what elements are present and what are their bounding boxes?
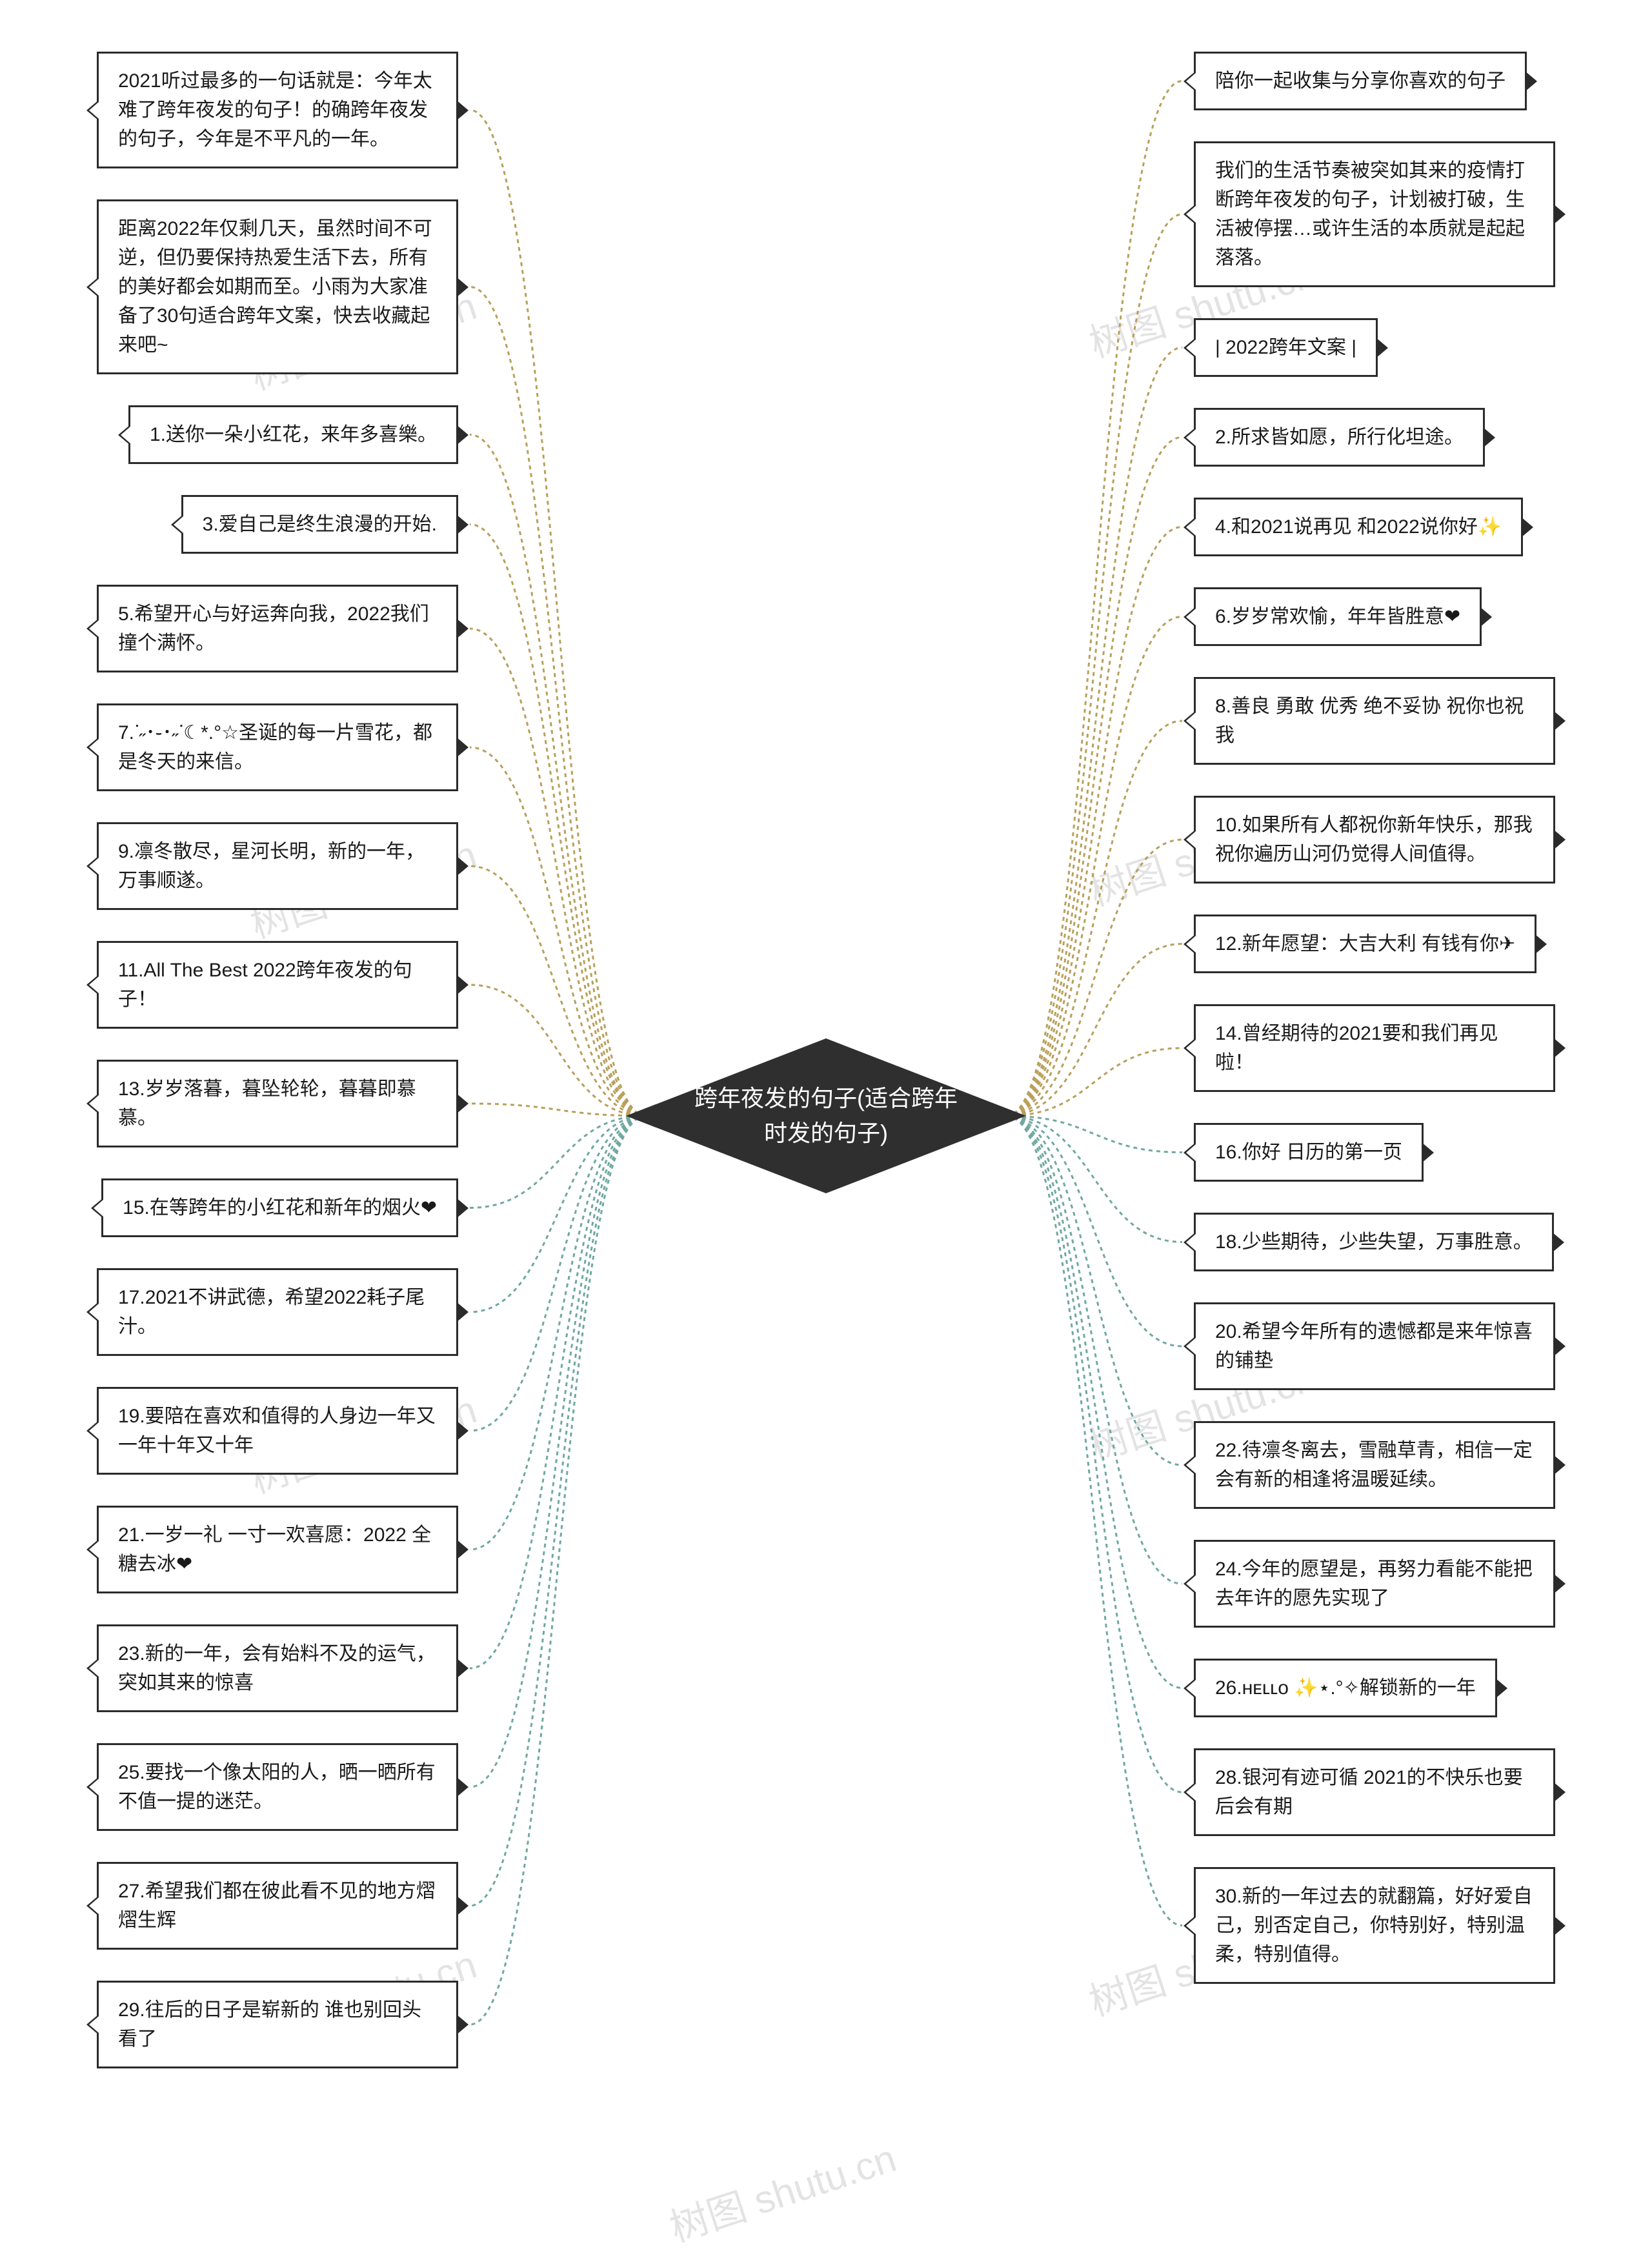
leaf-text: 19.要陪在喜欢和值得的人身边一年又一年十年又十年 [118, 1402, 437, 1460]
leaf-text: 16.你好 日历的第一页 [1215, 1138, 1402, 1167]
leaf-text: 26.ʜᴇʟʟᴏ ✨⋆.°✧解锁新的一年 [1215, 1673, 1476, 1702]
leaf-text: 28.银河有迹可循 2021的不快乐也要后会有期 [1215, 1763, 1534, 1821]
right-leaf-1: 我们的生活节奏被突如其来的疫情打断跨年夜发的句子，计划被打破，生活被停摆…或许生… [1194, 141, 1555, 287]
right-leaf-9: 14.曾经期待的2021要和我们再见啦！ [1194, 1004, 1555, 1092]
left-leaf-1: 距离2022年仅剩几天，虽然时间不可逆，但仍要保持热爱生活下去，所有的美好都会如… [97, 199, 458, 374]
left-leaf-5: 7.ᐝ˶･֊･˶ᐝ☾*.°☆圣诞的每一片雪花，都是冬天的来信。 [97, 703, 458, 791]
right-leaf-5: 6.岁岁常欢愉，年年皆胜意❤ [1194, 587, 1482, 646]
right-leaf-4: 4.和2021说再见 和2022说你好✨ [1194, 498, 1523, 556]
left-leaf-9: 15.在等跨年的小红花和新年的烟火❤ [101, 1178, 458, 1237]
right-leaf-2: | 2022跨年文案 | [1194, 318, 1378, 377]
leaf-text: 13.岁岁落暮，暮坠轮轮，暮暮即慕慕。 [118, 1075, 437, 1133]
left-branch: 2021听过最多的一句话就是：今年太难了跨年夜发的句子！的确跨年夜发的句子，今年… [84, 52, 458, 2068]
right-leaf-10: 16.你好 日历的第一页 [1194, 1123, 1424, 1182]
leaf-text: 29.往后的日子是崭新的 谁也别回头看了 [118, 1995, 437, 2054]
leaf-text: 21.一岁一礼 一寸一欢喜愿：2022 全糖去冰❤ [118, 1521, 437, 1579]
leaf-text: 8.善良 勇敢 优秀 绝不妥协 祝你也祝我 [1215, 692, 1534, 750]
leaf-text: 25.要找一个像太阳的人，晒一晒所有不值一提的迷茫。 [118, 1758, 437, 1816]
right-leaf-12: 20.希望今年所有的遗憾都是来年惊喜的铺垫 [1194, 1302, 1555, 1390]
leaf-text: 7.ᐝ˶･֊･˶ᐝ☾*.°☆圣诞的每一片雪花，都是冬天的来信。 [118, 718, 437, 776]
left-leaf-11: 19.要陪在喜欢和值得的人身边一年又一年十年又十年 [97, 1387, 458, 1475]
leaf-text: 18.少些期待，少些失望，万事胜意。 [1215, 1228, 1533, 1257]
center-title: 跨年夜发的句子(适合跨年时发的句子) [626, 1081, 1026, 1151]
left-leaf-0: 2021听过最多的一句话就是：今年太难了跨年夜发的句子！的确跨年夜发的句子，今年… [97, 52, 458, 168]
right-leaf-14: 24.今年的愿望是，再努力看能不能把去年许的愿先实现了 [1194, 1540, 1555, 1628]
leaf-text: 我们的生活节奏被突如其来的疫情打断跨年夜发的句子，计划被打破，生活被停摆…或许生… [1215, 156, 1534, 272]
right-leaf-7: 10.如果所有人都祝你新年快乐，那我祝你遍历山河仍觉得人间值得。 [1194, 796, 1555, 884]
left-leaf-16: 29.往后的日子是崭新的 谁也别回头看了 [97, 1981, 458, 2068]
right-leaf-0: 陪你一起收集与分享你喜欢的句子 [1194, 52, 1527, 110]
leaf-text: 23.新的一年，会有始料不及的运气，突如其来的惊喜 [118, 1639, 437, 1697]
leaf-text: 22.待凛冬离去，雪融草青，相信一定会有新的相逢将温暖延续。 [1215, 1436, 1534, 1494]
right-leaf-13: 22.待凛冬离去，雪融草青，相信一定会有新的相逢将温暖延续。 [1194, 1421, 1555, 1509]
leaf-text: 5.希望开心与好运奔向我，2022我们撞个满怀。 [118, 600, 437, 658]
leaf-text: 陪你一起收集与分享你喜欢的句子 [1215, 66, 1506, 96]
leaf-text: 2021听过最多的一句话就是：今年太难了跨年夜发的句子！的确跨年夜发的句子，今年… [118, 66, 437, 154]
right-leaf-16: 28.银河有迹可循 2021的不快乐也要后会有期 [1194, 1748, 1555, 1836]
leaf-text: 3.爱自己是终生浪漫的开始. [203, 510, 437, 539]
leaf-text: 9.凛冬散尽，星河长明，新的一年，万事顺遂。 [118, 837, 437, 895]
right-leaf-6: 8.善良 勇敢 优秀 绝不妥协 祝你也祝我 [1194, 677, 1555, 765]
left-leaf-6: 9.凛冬散尽，星河长明，新的一年，万事顺遂。 [97, 822, 458, 910]
right-leaf-8: 12.新年愿望：大吉大利 有钱有你✈ [1194, 914, 1536, 973]
left-leaf-4: 5.希望开心与好运奔向我，2022我们撞个满怀。 [97, 585, 458, 672]
leaf-text: | 2022跨年文案 | [1215, 333, 1356, 362]
leaf-text: 2.所求皆如愿，所行化坦途。 [1215, 423, 1464, 452]
right-leaf-3: 2.所求皆如愿，所行化坦途。 [1194, 408, 1485, 467]
right-leaf-11: 18.少些期待，少些失望，万事胜意。 [1194, 1213, 1554, 1271]
left-leaf-10: 17.2021不讲武德，希望2022耗子尾汁。 [97, 1268, 458, 1356]
leaf-text: 14.曾经期待的2021要和我们再见啦！ [1215, 1019, 1534, 1077]
leaf-text: 30.新的一年过去的就翻篇，好好爱自己，别否定自己，你特别好，特别温柔，特别值得… [1215, 1882, 1534, 1969]
leaf-text: 12.新年愿望：大吉大利 有钱有你✈ [1215, 929, 1515, 958]
left-leaf-14: 25.要找一个像太阳的人，晒一晒所有不值一提的迷茫。 [97, 1743, 458, 1831]
right-leaf-17: 30.新的一年过去的就翻篇，好好爱自己，别否定自己，你特别好，特别温柔，特别值得… [1194, 1867, 1555, 1984]
left-leaf-15: 27.希望我们都在彼此看不见的地方熠熠生辉 [97, 1862, 458, 1950]
leaf-text: 15.在等跨年的小红花和新年的烟火❤ [123, 1193, 437, 1222]
leaf-text: 20.希望今年所有的遗憾都是来年惊喜的铺垫 [1215, 1317, 1534, 1375]
leaf-text: 10.如果所有人都祝你新年快乐，那我祝你遍历山河仍觉得人间值得。 [1215, 811, 1534, 869]
leaf-text: 距离2022年仅剩几天，虽然时间不可逆，但仍要保持热爱生活下去，所有的美好都会如… [118, 214, 437, 359]
leaf-text: 6.岁岁常欢愉，年年皆胜意❤ [1215, 602, 1460, 631]
left-leaf-2: 1.送你一朵小红花，来年多喜樂。 [128, 405, 458, 464]
watermark-8: 树图 shutu.cn [661, 2127, 902, 2253]
leaf-text: 1.送你一朵小红花，来年多喜樂。 [150, 420, 437, 449]
right-branch: 陪你一起收集与分享你喜欢的句子我们的生活节奏被突如其来的疫情打断跨年夜发的句子，… [1194, 52, 1568, 1984]
left-leaf-3: 3.爱自己是终生浪漫的开始. [181, 495, 458, 554]
leaf-text: 17.2021不讲武德，希望2022耗子尾汁。 [118, 1283, 437, 1341]
left-leaf-13: 23.新的一年，会有始料不及的运气，突如其来的惊喜 [97, 1624, 458, 1712]
left-leaf-12: 21.一岁一礼 一寸一欢喜愿：2022 全糖去冰❤ [97, 1506, 458, 1593]
right-leaf-15: 26.ʜᴇʟʟᴏ ✨⋆.°✧解锁新的一年 [1194, 1659, 1497, 1717]
leaf-text: 11.All The Best 2022跨年夜发的句子！ [118, 956, 437, 1014]
center-node: 跨年夜发的句子(适合跨年时发的句子) [626, 1038, 1026, 1193]
left-leaf-7: 11.All The Best 2022跨年夜发的句子！ [97, 941, 458, 1029]
leaf-text: 24.今年的愿望是，再努力看能不能把去年许的愿先实现了 [1215, 1555, 1534, 1613]
left-leaf-8: 13.岁岁落暮，暮坠轮轮，暮暮即慕慕。 [97, 1060, 458, 1147]
leaf-text: 4.和2021说再见 和2022说你好✨ [1215, 512, 1502, 541]
leaf-text: 27.希望我们都在彼此看不见的地方熠熠生辉 [118, 1877, 437, 1935]
